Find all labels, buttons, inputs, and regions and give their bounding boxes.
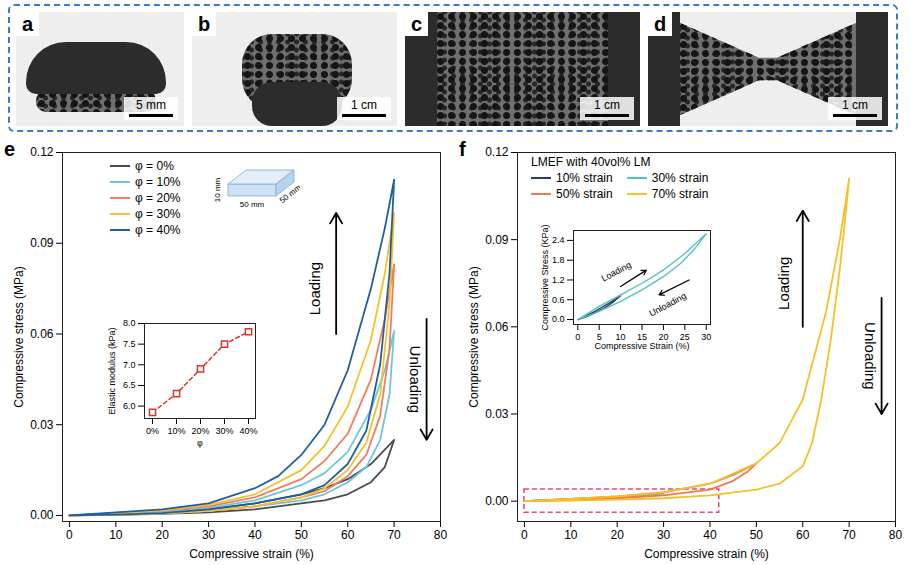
- html-text:φ = 20%: φ = 20%: [135, 191, 181, 205]
- svg-text:10: 10: [109, 528, 123, 542]
- svg-text:0.09: 0.09: [485, 233, 509, 247]
- svg-text:7.0: 7.0: [123, 360, 136, 370]
- svg-text:Unloading: Unloading: [647, 291, 687, 319]
- svg-text:10%: 10%: [167, 426, 185, 436]
- svg-text:6.5: 6.5: [123, 380, 136, 390]
- svg-text:0.00: 0.00: [30, 508, 54, 522]
- svg-text:Unloading: Unloading: [407, 346, 424, 414]
- svg-text:25: 25: [679, 331, 690, 342]
- svg-text:50: 50: [750, 528, 764, 542]
- svg-text:0.06: 0.06: [485, 320, 509, 334]
- svg-text:10: 10: [615, 331, 626, 342]
- svg-text:70: 70: [387, 528, 401, 542]
- svg-text:50 mm: 50 mm: [278, 183, 300, 205]
- svg-text:0: 0: [66, 528, 73, 542]
- html-text:50% strain: 50% strain: [556, 187, 613, 201]
- svg-text:60: 60: [341, 528, 355, 542]
- html-text:1 cm: 1 cm: [351, 98, 377, 112]
- svg-text:15: 15: [637, 331, 647, 342]
- html-text:10% strain: 10% strain: [556, 171, 613, 185]
- svg-text:50 mm: 50 mm: [240, 200, 265, 209]
- svg-text:20: 20: [611, 528, 625, 542]
- svg-text:Loading: Loading: [775, 257, 792, 310]
- svg-text:Compressive stress (MPa): Compressive stress (MPa): [12, 266, 26, 407]
- svg-text:φ: φ: [197, 438, 203, 448]
- svg-text:50: 50: [295, 528, 309, 542]
- html-text:5 mm: 5 mm: [136, 98, 166, 112]
- svg-text:Compressive Strain (%): Compressive Strain (%): [594, 341, 689, 351]
- svg-text:20%: 20%: [191, 426, 209, 436]
- svg-text:0.12: 0.12: [30, 145, 54, 159]
- svg-text:0.06: 0.06: [30, 327, 54, 341]
- svg-text:80: 80: [434, 528, 448, 542]
- svg-text:1.2: 1.2: [552, 275, 565, 285]
- svg-text:8.0: 8.0: [123, 318, 136, 328]
- svg-text:0.03: 0.03: [485, 407, 509, 421]
- html-text:1 cm: 1 cm: [842, 98, 868, 112]
- html-text:1 cm: 1 cm: [594, 98, 620, 112]
- svg-text:Loading: Loading: [306, 262, 323, 315]
- svg-text:0: 0: [575, 332, 580, 342]
- svg-text:0: 0: [521, 528, 528, 542]
- svg-text:0%: 0%: [146, 426, 159, 436]
- svg-text:30: 30: [202, 528, 216, 542]
- html-text:b: b: [198, 13, 211, 35]
- svg-text:40%: 40%: [239, 426, 257, 436]
- svg-text:0.12: 0.12: [485, 145, 509, 159]
- svg-text:0.00: 0.00: [485, 494, 509, 508]
- html-text:φ = 0%: φ = 0%: [135, 159, 174, 173]
- svg-text:Elastic modulus (kPa): Elastic modulus (kPa): [107, 327, 117, 414]
- html-text:e: e: [4, 138, 16, 160]
- svg-text:1.8: 1.8: [552, 255, 565, 265]
- svg-text:30: 30: [657, 528, 671, 542]
- svg-text:10: 10: [564, 528, 578, 542]
- svg-text:Loading: Loading: [600, 260, 633, 284]
- svg-text:6.0: 6.0: [123, 401, 136, 411]
- html-text:f: f: [459, 138, 466, 160]
- svg-text:Unloading: Unloading: [862, 322, 879, 390]
- svg-text:Compressive strain (%): Compressive strain (%): [189, 547, 314, 561]
- svg-text:30%: 30%: [215, 426, 233, 436]
- svg-text:40: 40: [248, 528, 262, 542]
- svg-text:20: 20: [658, 331, 669, 342]
- svg-text:7.5: 7.5: [123, 339, 136, 349]
- html-text:φ = 40%: φ = 40%: [135, 223, 181, 237]
- svg-text:30: 30: [701, 332, 711, 342]
- svg-text:60: 60: [796, 528, 810, 542]
- html-text:70% strain: 70% strain: [651, 187, 709, 201]
- html-text:φ = 10%: φ = 10%: [135, 175, 181, 189]
- html-text:φ = 30%: φ = 30%: [135, 207, 181, 221]
- svg-text:10 mm: 10 mm: [213, 177, 222, 202]
- html-text:LMEF with 40vol% LM: LMEF with 40vol% LM: [531, 155, 651, 169]
- svg-text:40: 40: [703, 528, 717, 542]
- svg-text:Compressive stress (MPa): Compressive stress (MPa): [467, 266, 481, 407]
- svg-text:0.09: 0.09: [30, 236, 54, 250]
- svg-text:70: 70: [842, 528, 856, 542]
- html-text:a: a: [22, 13, 34, 35]
- svg-text:0.0: 0.0: [552, 314, 565, 324]
- svg-text:80: 80: [889, 528, 903, 542]
- svg-text:20: 20: [156, 528, 170, 542]
- svg-text:Compressive strain (%): Compressive strain (%): [644, 547, 769, 561]
- svg-text:5: 5: [596, 331, 602, 342]
- html-text:30% strain: 30% strain: [651, 171, 709, 185]
- svg-text:0.03: 0.03: [30, 418, 54, 432]
- svg-text:Compressive Stress (KPa): Compressive Stress (KPa): [540, 224, 550, 330]
- html-text:c: c: [411, 13, 423, 35]
- svg-text:2.4: 2.4: [552, 235, 565, 245]
- svg-text:0.6: 0.6: [552, 295, 565, 305]
- html-text:d: d: [654, 13, 667, 35]
